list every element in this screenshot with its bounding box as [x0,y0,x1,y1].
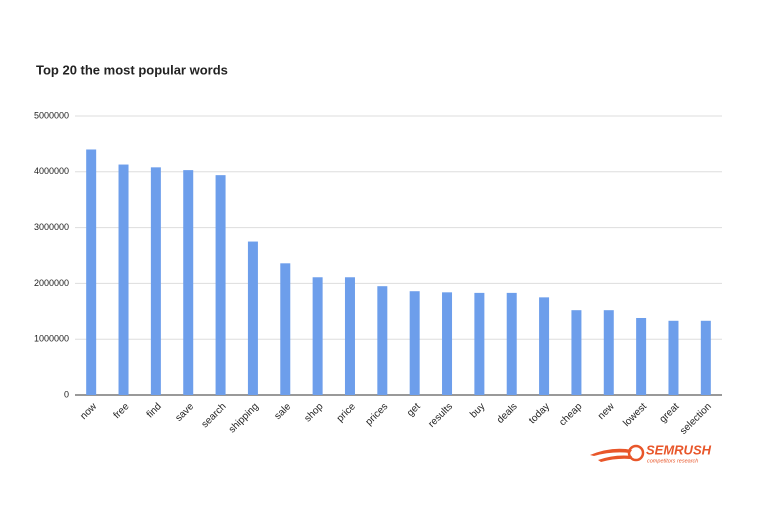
bar [86,149,97,395]
bar [247,241,258,395]
logo: SEMRUSH competitors research [590,442,712,464]
bar [603,310,614,395]
bar [571,310,582,395]
x-tick-label: cheap [557,401,584,428]
x-tick-label: great [658,401,682,425]
logo-name: SEMRUSH [646,442,712,457]
y-tick-label: 1000000 [34,334,69,344]
x-tick-label: selection [678,401,714,437]
y-tick-label: 0 [64,389,69,399]
bar [506,292,517,395]
bar [280,263,291,395]
x-tick-label: save [173,401,196,424]
logo-tagline: competitors research [647,458,698,464]
bar [183,170,194,395]
bar [409,291,420,395]
x-tick-label: sale [273,401,294,422]
x-tick-label: today [527,401,552,426]
x-tick-label: shop [302,401,325,424]
y-tick-label: 5000000 [34,110,69,120]
bar [539,297,550,395]
y-tick-label: 3000000 [34,222,69,232]
bar [344,277,355,395]
x-tick-label: price [335,401,358,424]
bar [312,277,323,395]
x-tick-label: prices [364,401,391,428]
x-tick-label: get [405,401,423,419]
x-tick-label: search [200,401,229,430]
bar [474,292,485,395]
logo-circle [627,444,645,462]
bar [118,164,129,395]
bar [700,320,711,395]
x-tick-label: now [78,401,99,422]
bar [636,317,647,395]
logo-swoosh [598,455,632,462]
bar [215,175,226,395]
bar [442,292,453,395]
x-tick-label: free [112,401,132,421]
x-tick-label: deals [495,401,520,426]
x-tick-label: shipping [227,401,261,435]
x-tick-label: lowest [621,401,649,429]
x-tick-label: results [426,401,455,430]
x-tick-label: new [596,401,617,422]
x-tick-label: buy [468,401,487,420]
bar [150,167,161,395]
y-tick-label: 2000000 [34,278,69,288]
chart-title: Top 20 the most popular words [36,62,228,77]
bar [668,320,679,395]
bar [377,286,388,395]
y-tick-label: 4000000 [34,166,69,176]
logo-swoosh [590,448,632,456]
x-tick-label: find [145,401,164,420]
